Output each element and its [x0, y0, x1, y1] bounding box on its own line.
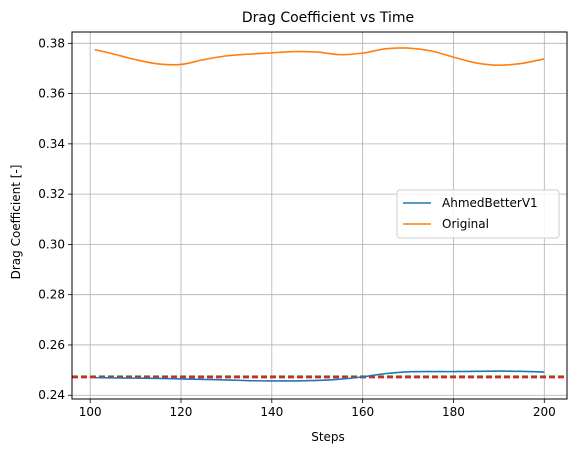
x-tick-label: 180 — [442, 405, 465, 419]
y-tick-label: 0.32 — [38, 187, 65, 201]
y-tick-label: 0.26 — [38, 338, 65, 352]
y-tick-label: 0.30 — [38, 237, 65, 251]
x-tick-label: 100 — [79, 405, 102, 419]
y-tick-label: 0.28 — [38, 288, 65, 302]
series-line — [94, 47, 545, 66]
legend-label: AhmedBetterV1 — [442, 196, 538, 210]
legend-box — [396, 189, 560, 239]
legend-label: Original — [442, 217, 489, 231]
y-tick-label: 0.36 — [38, 87, 65, 101]
x-tick-label: 160 — [351, 405, 374, 419]
series-group — [94, 47, 545, 382]
x-tick-label: 200 — [533, 405, 556, 419]
y-tick-label: 0.34 — [38, 137, 65, 151]
plot-frame — [71, 31, 568, 400]
reference-lines — [72, 375, 567, 379]
y-tick-label: 0.38 — [38, 36, 65, 50]
x-tick-label: 120 — [170, 405, 193, 419]
chart-title: Drag Coefficient vs Time — [242, 10, 414, 26]
y-tick-label: 0.24 — [38, 388, 65, 402]
series-line — [94, 370, 545, 382]
axis-ticks: 100 120 140 160 180 200 0.24 0.26 0.28 0.30 0.32 0.… — [38, 36, 555, 419]
x-axis-title: Steps — [311, 430, 345, 444]
x-tick-label: 140 — [260, 405, 283, 419]
legend: AhmedBetterV1 Original — [396, 189, 560, 239]
y-axis-title: Drag Coefficient [-] — [9, 165, 23, 280]
